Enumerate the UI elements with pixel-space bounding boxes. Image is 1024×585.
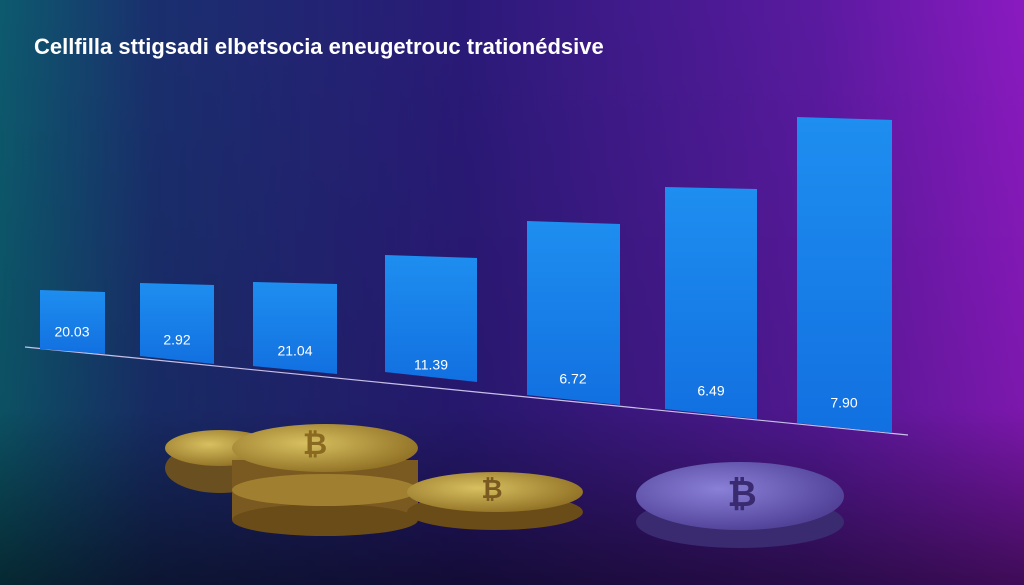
bar: [527, 221, 620, 405]
coins: ₿ ₿ ₿: [165, 424, 844, 548]
bar-label: 21.04: [277, 343, 312, 359]
bar: [797, 117, 892, 433]
bar-label: 6.72: [559, 371, 586, 387]
coin: [636, 462, 844, 530]
coin-symbol: ₿: [303, 428, 327, 461]
coin-symbol: ₿: [481, 474, 502, 504]
coin: [232, 424, 418, 472]
bar-label: 2.92: [163, 332, 190, 348]
coin: [232, 474, 418, 506]
bar-label: 20.03: [54, 324, 89, 340]
bar: [140, 283, 214, 364]
title: Cellfilla sttigsadi elbetsocia eneugetro…: [34, 34, 604, 59]
coin: [407, 472, 583, 512]
bars: [40, 117, 892, 433]
bar: [665, 187, 757, 419]
bar-label: 11.39: [414, 357, 448, 373]
coin-symbol: ₿: [727, 473, 756, 514]
baseline: [24, 346, 909, 436]
bar: [253, 282, 337, 374]
bar: [385, 255, 477, 382]
bar-label: 7.90: [830, 395, 857, 411]
coin: [232, 504, 418, 536]
bar: [40, 290, 105, 354]
bar-label: 6.49: [697, 383, 724, 399]
